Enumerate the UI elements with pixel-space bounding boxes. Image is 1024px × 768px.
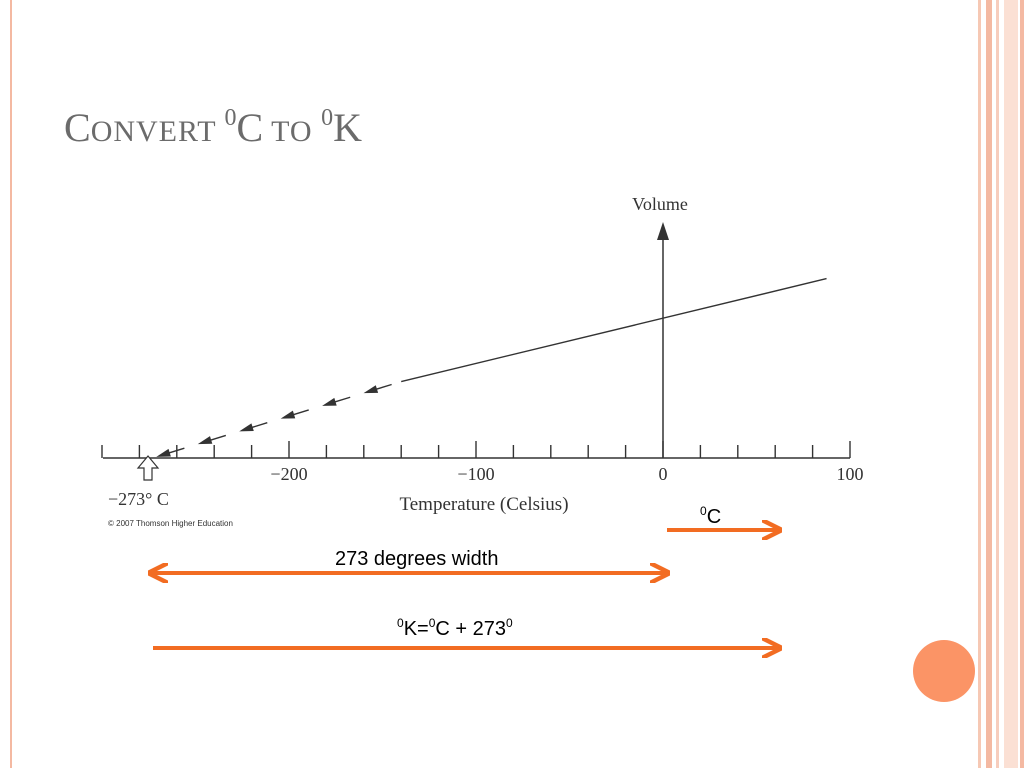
x-axis-label: Temperature (Celsius) [399,494,568,515]
y-axis-label: Volume [632,194,688,214]
celsius-degree-sup: 0 [700,504,707,518]
extrapolation-arrow-icon [156,448,171,457]
extrapolation-arrow-icon [322,397,337,406]
title-k: K [333,105,362,150]
volume-line-dash [250,422,268,429]
formula-degree-sup: 0 [506,616,513,630]
right-frame-stripe [1004,0,1018,768]
volume-line-dash [291,409,309,416]
title-word-to: TO [263,115,322,148]
extrapolation-arrow-icon [280,410,296,419]
extrapolation-arrow-icon [363,385,379,394]
right-frame-stripe [978,0,981,768]
width-annotation: 273 degrees width [335,548,499,570]
x-axis-ticks [101,441,851,458]
x-tick-label: −200 [270,464,307,484]
x-tick-label: 0 [659,464,668,484]
slide-title: CONVERT 0C TO 0K [64,104,362,156]
x-tick-label: −100 [457,464,494,484]
y-axis-arrow-icon [657,222,669,240]
title-initial: C [64,105,91,150]
formula-k: K= [403,618,429,640]
decorative-circle [913,640,975,702]
right-frame-stripe [996,0,999,768]
volume-line-dash [333,396,351,404]
extrapolation-arrow-icon [197,436,213,445]
extrapolation-arrow-icon [239,423,254,432]
x-axis-tick-labels: −200 −100 0 100 [270,464,863,484]
x-tick-label: 100 [837,464,864,484]
title-word-convert: ONVERT [90,115,225,148]
formula-degree-sup: 0 [397,616,404,630]
celsius-text: C [706,506,722,528]
copyright-text: © 2007 Thomson Higher Education [108,519,233,528]
formula-degree-sup: 0 [428,616,436,630]
celsius-annotation: 0C [700,504,722,529]
volume-series [156,277,827,457]
title-degree-sup: 0 [224,105,237,131]
left-frame-line [10,0,12,768]
volume-line-dash [374,383,392,391]
absolute-zero-label: −273° C [108,489,169,509]
formula-c: C + 273 [435,618,507,640]
volume-line-dash [209,434,227,442]
chart-axes [103,222,850,459]
title-degree-sup: 0 [321,105,334,131]
formula-annotation: 0K=0C + 2730 [397,616,513,641]
volume-line-dash [167,447,185,454]
absolute-zero-marker-icon [136,455,160,481]
right-frame-stripe [986,0,992,768]
right-frame-stripe [1020,0,1024,768]
volume-line-solid [401,277,827,383]
title-c: C [236,105,264,150]
